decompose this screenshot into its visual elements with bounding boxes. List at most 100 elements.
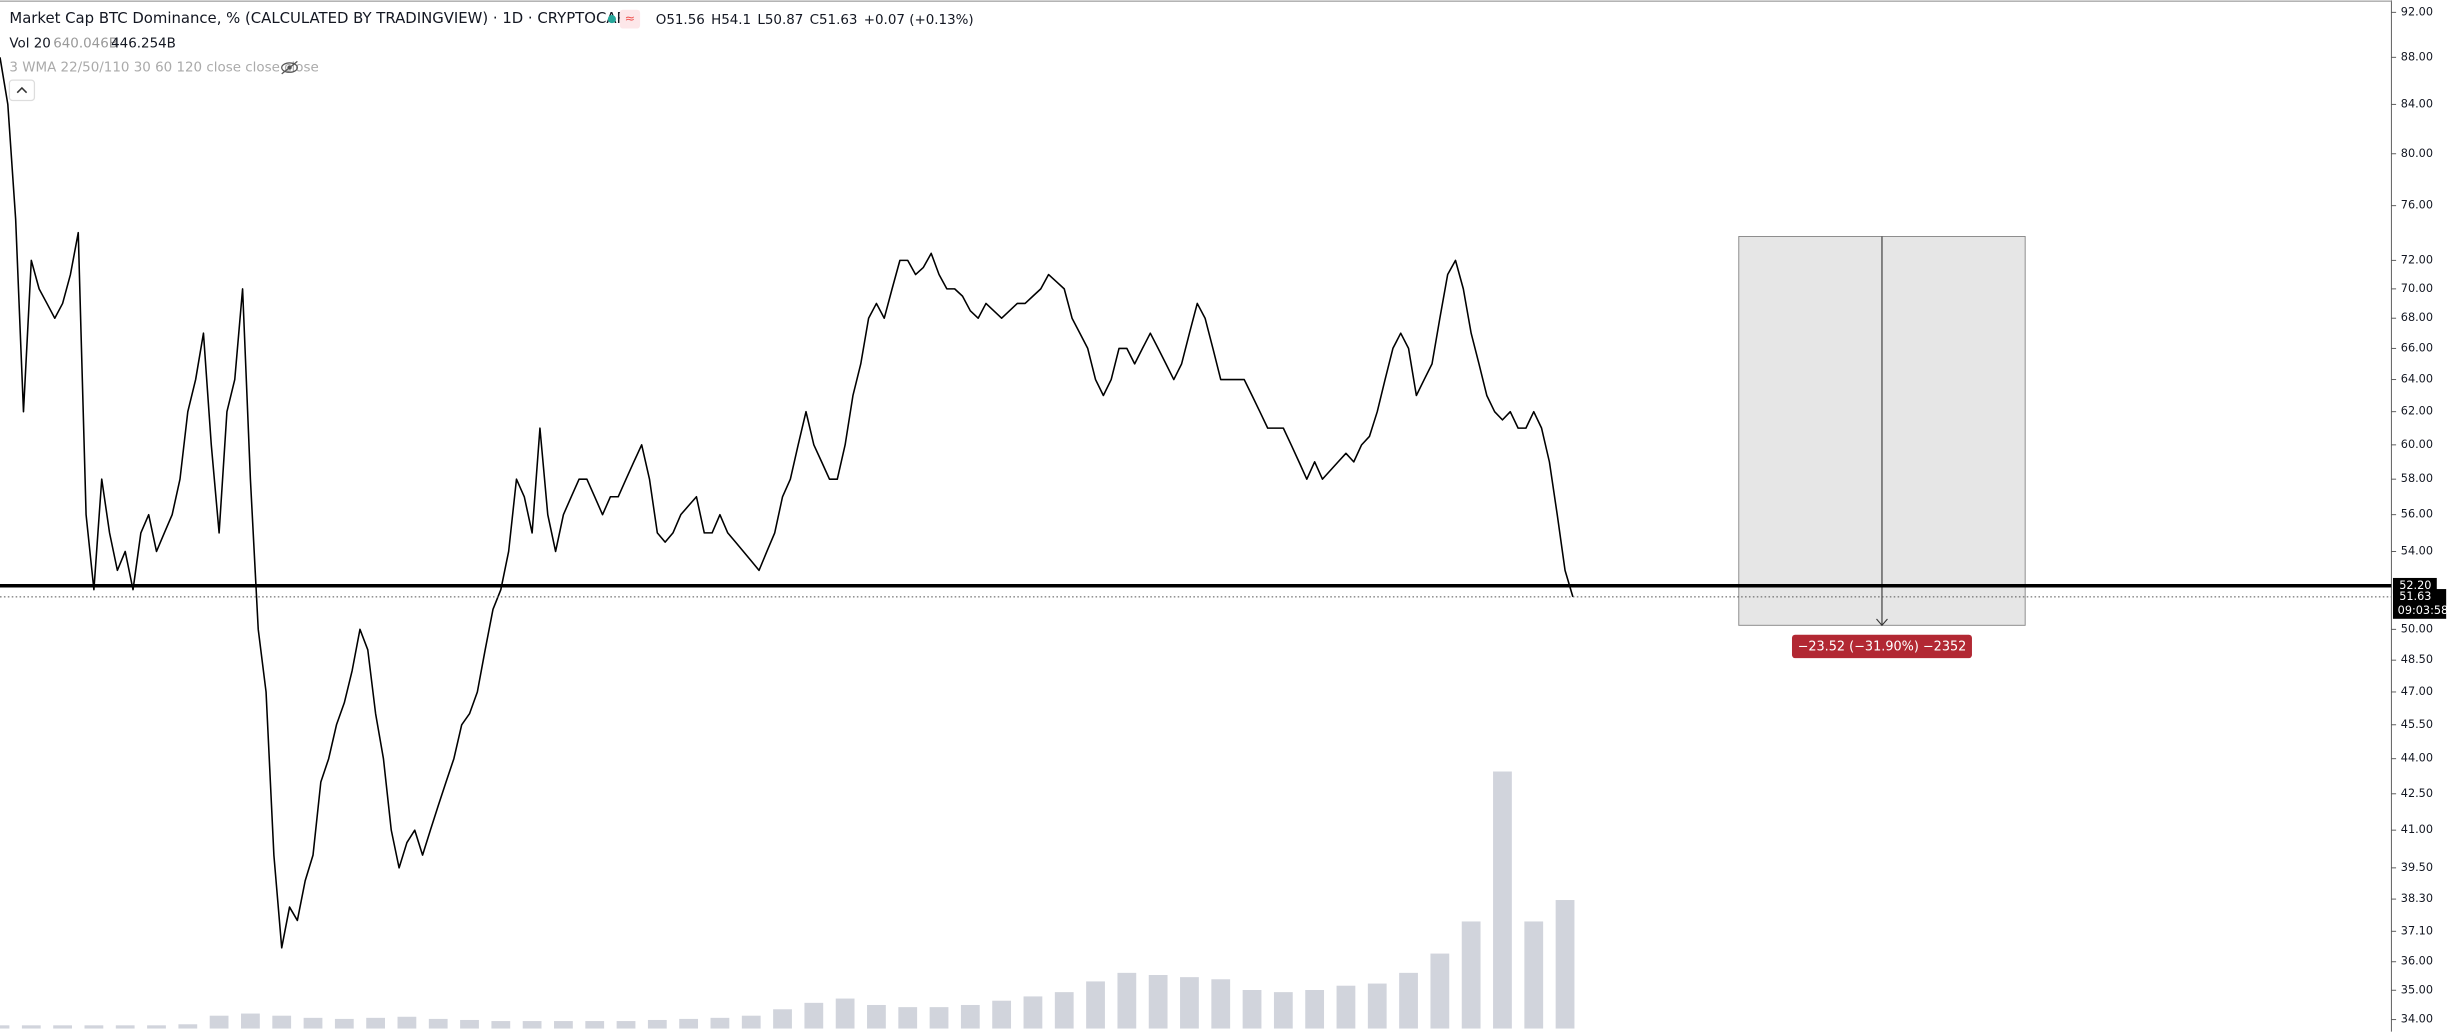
y-tick-label: 48.50 xyxy=(2401,653,2433,666)
y-tick-label: 34.00 xyxy=(2401,1013,2433,1026)
last-price-label: 51.63 xyxy=(2399,590,2431,603)
volume-bar xyxy=(366,1017,386,1029)
status-icon: ≈ xyxy=(625,11,636,26)
y-tick-label: 45.50 xyxy=(2401,718,2433,731)
indicator-legend: 3 WMA 22/50/110 30 60 120 close close cl… xyxy=(9,61,318,76)
volume-bar xyxy=(1273,992,1293,1029)
y-tick-label: 60.00 xyxy=(2401,438,2433,451)
y-tick-label: 35.00 xyxy=(2401,983,2433,996)
volume-bar xyxy=(679,1018,699,1029)
ohlc-value: 51.56 xyxy=(666,13,704,28)
volume-bar xyxy=(1023,996,1043,1029)
volume-bar xyxy=(1242,989,1262,1029)
y-tick-label: 88.00 xyxy=(2401,50,2433,63)
volume-bar xyxy=(21,1025,41,1029)
y-tick-label: 39.50 xyxy=(2401,861,2433,874)
volume-bar xyxy=(1367,983,1387,1029)
plot: 92.00 88.00 84.00 80.00 76.00 72.00 70.00 68.00… xyxy=(0,5,2448,1029)
volume-bar xyxy=(1180,977,1199,1029)
volume-bar xyxy=(272,1015,292,1029)
volume-legend-name: Vol 20 xyxy=(9,36,50,51)
volume-bar xyxy=(585,1021,605,1029)
volume-bar xyxy=(84,1025,104,1029)
collapse-legend-button[interactable] xyxy=(8,79,36,102)
volume-bar xyxy=(1524,921,1544,1029)
ohlc-value: 54.1 xyxy=(721,13,751,28)
volume-bar xyxy=(241,1013,260,1029)
y-tick-label: 37.10 xyxy=(2401,924,2433,937)
overlay: Market Cap BTC Dominance, % (CALCULATED … xyxy=(8,9,974,102)
volume-bar xyxy=(1493,771,1512,1029)
y-tick-label: 64.00 xyxy=(2401,373,2433,386)
volume-legend-value: 446.254B xyxy=(111,36,176,51)
volume-bar xyxy=(303,1017,323,1029)
volume-bar xyxy=(960,1004,980,1029)
ohlc-key: O xyxy=(656,13,667,28)
y-tick-label: 76.00 xyxy=(2401,199,2433,212)
measure-arrowhead xyxy=(1876,618,1888,627)
y-tick-label: 44.00 xyxy=(2401,752,2433,765)
volume-bar xyxy=(53,1025,72,1029)
status-badge[interactable] xyxy=(619,9,641,29)
y-tick-label: 41.00 xyxy=(2401,823,2433,836)
y-tick-label: 58.00 xyxy=(2401,472,2433,485)
volume-bar xyxy=(1086,981,1105,1029)
volume-bar xyxy=(1054,992,1074,1029)
ohlc-key: L xyxy=(757,13,765,28)
hline-label: 52.20 xyxy=(2399,579,2431,592)
y-tick-label: 72.00 xyxy=(2401,253,2433,266)
volume-bar xyxy=(1555,900,1575,1029)
volume-bar xyxy=(835,998,855,1029)
status-dot[interactable] xyxy=(607,15,617,24)
volume-bar xyxy=(178,1024,198,1029)
volume-bar xyxy=(741,1015,761,1029)
volume-bar xyxy=(1461,921,1481,1029)
change: +0.07 (+0.13%) xyxy=(864,13,974,28)
y-tick-label: 56.00 xyxy=(2401,508,2433,521)
volume-bar xyxy=(522,1021,542,1029)
y-tick-label: 50.00 xyxy=(2401,622,2433,635)
ohlc-key: C xyxy=(810,13,819,28)
volume-bar xyxy=(804,1002,824,1029)
y-tick-label: 62.00 xyxy=(2401,405,2433,418)
measure-label-bg xyxy=(1791,634,1972,659)
y-tick-label: 66.00 xyxy=(2401,341,2433,354)
volume-bar xyxy=(992,1000,1012,1029)
volume-bar xyxy=(1430,953,1450,1029)
ohlc-legend: O51.56 H54.1 L50.87 C51.63 +0.07 (+0.13%) xyxy=(656,13,974,28)
y-tick-label: 38.30 xyxy=(2401,892,2433,905)
y-tick-label: 84.00 xyxy=(2401,97,2433,110)
y-tick-label: 47.00 xyxy=(2401,685,2433,698)
volume-bar xyxy=(460,1019,479,1029)
volume-bar xyxy=(209,1015,229,1029)
volume-bar xyxy=(1211,979,1231,1029)
ohlc-value: 51.63 xyxy=(819,13,857,28)
volume-bar xyxy=(428,1018,448,1029)
volume-bar xyxy=(1305,989,1325,1029)
collapse-icon xyxy=(16,86,28,94)
y-tick-label: 42.50 xyxy=(2401,787,2433,800)
volume-bar xyxy=(1336,985,1356,1029)
volume-bar xyxy=(647,1019,667,1029)
y-tick-label: 68.00 xyxy=(2401,311,2433,324)
volume-bar xyxy=(773,1009,792,1029)
volume-bar xyxy=(334,1018,354,1029)
hide-indicator-icon[interactable] xyxy=(281,60,298,75)
ohlc-value: 50.87 xyxy=(765,13,803,28)
y-tick-label: 54.00 xyxy=(2401,544,2433,557)
volume-bar xyxy=(1399,972,1418,1029)
chart-title: Market Cap BTC Dominance, % (CALCULATED … xyxy=(9,9,625,27)
volume-bar xyxy=(554,1021,573,1029)
volume-bar xyxy=(115,1025,135,1029)
volume-bar xyxy=(1117,972,1137,1029)
volume-bar xyxy=(710,1017,730,1029)
ohlc-key: H xyxy=(711,13,721,28)
volume-bar xyxy=(867,1004,886,1029)
volume-bar xyxy=(616,1021,636,1029)
volume-bar xyxy=(929,1007,949,1029)
volume-bar xyxy=(147,1025,166,1029)
volume-bar xyxy=(491,1021,511,1029)
volume-legend-value: 640.046B xyxy=(53,36,118,51)
